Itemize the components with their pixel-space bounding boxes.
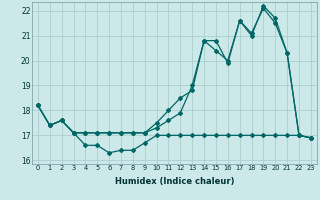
X-axis label: Humidex (Indice chaleur): Humidex (Indice chaleur) <box>115 177 234 186</box>
